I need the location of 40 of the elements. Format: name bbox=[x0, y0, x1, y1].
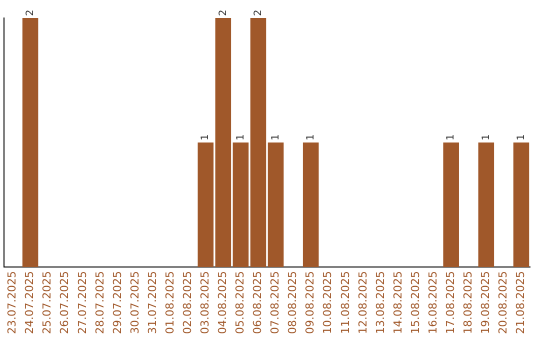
x-tick-label: 20.08.2025 bbox=[496, 271, 510, 334]
x-tick-label: 06.08.2025 bbox=[251, 271, 264, 334]
x-tick-label: 25.07.2025 bbox=[40, 271, 54, 334]
x-tick-label: 21.08.2025 bbox=[514, 271, 528, 334]
x-tick-label: 11.08.2025 bbox=[338, 271, 352, 334]
data-label: 2 bbox=[252, 10, 264, 16]
x-tick-label: 09.08.2025 bbox=[304, 271, 317, 334]
data-label: 1 bbox=[480, 134, 492, 141]
x-tick-label: 18.08.2025 bbox=[461, 271, 474, 334]
data-label: 1 bbox=[200, 134, 212, 141]
x-tick-label: 10.08.2025 bbox=[321, 271, 334, 334]
data-label: 1 bbox=[516, 134, 527, 141]
x-tick-label: 26.07.2025 bbox=[58, 271, 72, 334]
data-label: 1 bbox=[305, 134, 316, 141]
data-label: 2 bbox=[24, 10, 36, 16]
x-tick-label: 17.08.2025 bbox=[444, 271, 457, 334]
x-tick-label: 07.08.2025 bbox=[268, 271, 282, 334]
x-tick-label: 29.07.2025 bbox=[110, 271, 124, 334]
x-tick-label: 23.07.2025 bbox=[6, 271, 19, 334]
x-tick-label: 30.07.2025 bbox=[128, 271, 142, 334]
x-tick-label: 27.07.2025 bbox=[76, 271, 89, 334]
x-tick-label: 31.07.2025 bbox=[146, 271, 159, 334]
x-tick-label: 13.08.2025 bbox=[374, 271, 387, 334]
data-label: 1 bbox=[270, 134, 282, 141]
data-label: 2 bbox=[218, 10, 229, 16]
x-tick-label: 02.08.2025 bbox=[180, 271, 194, 334]
x-tick-label: 28.07.2025 bbox=[93, 271, 106, 334]
data-label: 1 bbox=[446, 134, 457, 141]
x-tick-label: 14.08.2025 bbox=[391, 271, 404, 334]
x-tick-label: 04.08.2025 bbox=[216, 271, 230, 334]
x-tick-label: 15.08.2025 bbox=[408, 271, 422, 334]
x-tick-label: 03.08.2025 bbox=[198, 271, 212, 334]
x-tick-label: 16.08.2025 bbox=[426, 271, 440, 334]
x-tick-label: 05.08.2025 bbox=[234, 271, 247, 334]
x-tick-label: 08.08.2025 bbox=[286, 271, 300, 334]
x-tick-label: 24.07.2025 bbox=[23, 271, 36, 334]
x-tick-label: 12.08.2025 bbox=[356, 271, 370, 334]
x-tick-label: 19.08.2025 bbox=[479, 271, 492, 334]
data-label: 1 bbox=[235, 134, 246, 141]
x-tick-label: 01.08.2025 bbox=[163, 271, 176, 334]
